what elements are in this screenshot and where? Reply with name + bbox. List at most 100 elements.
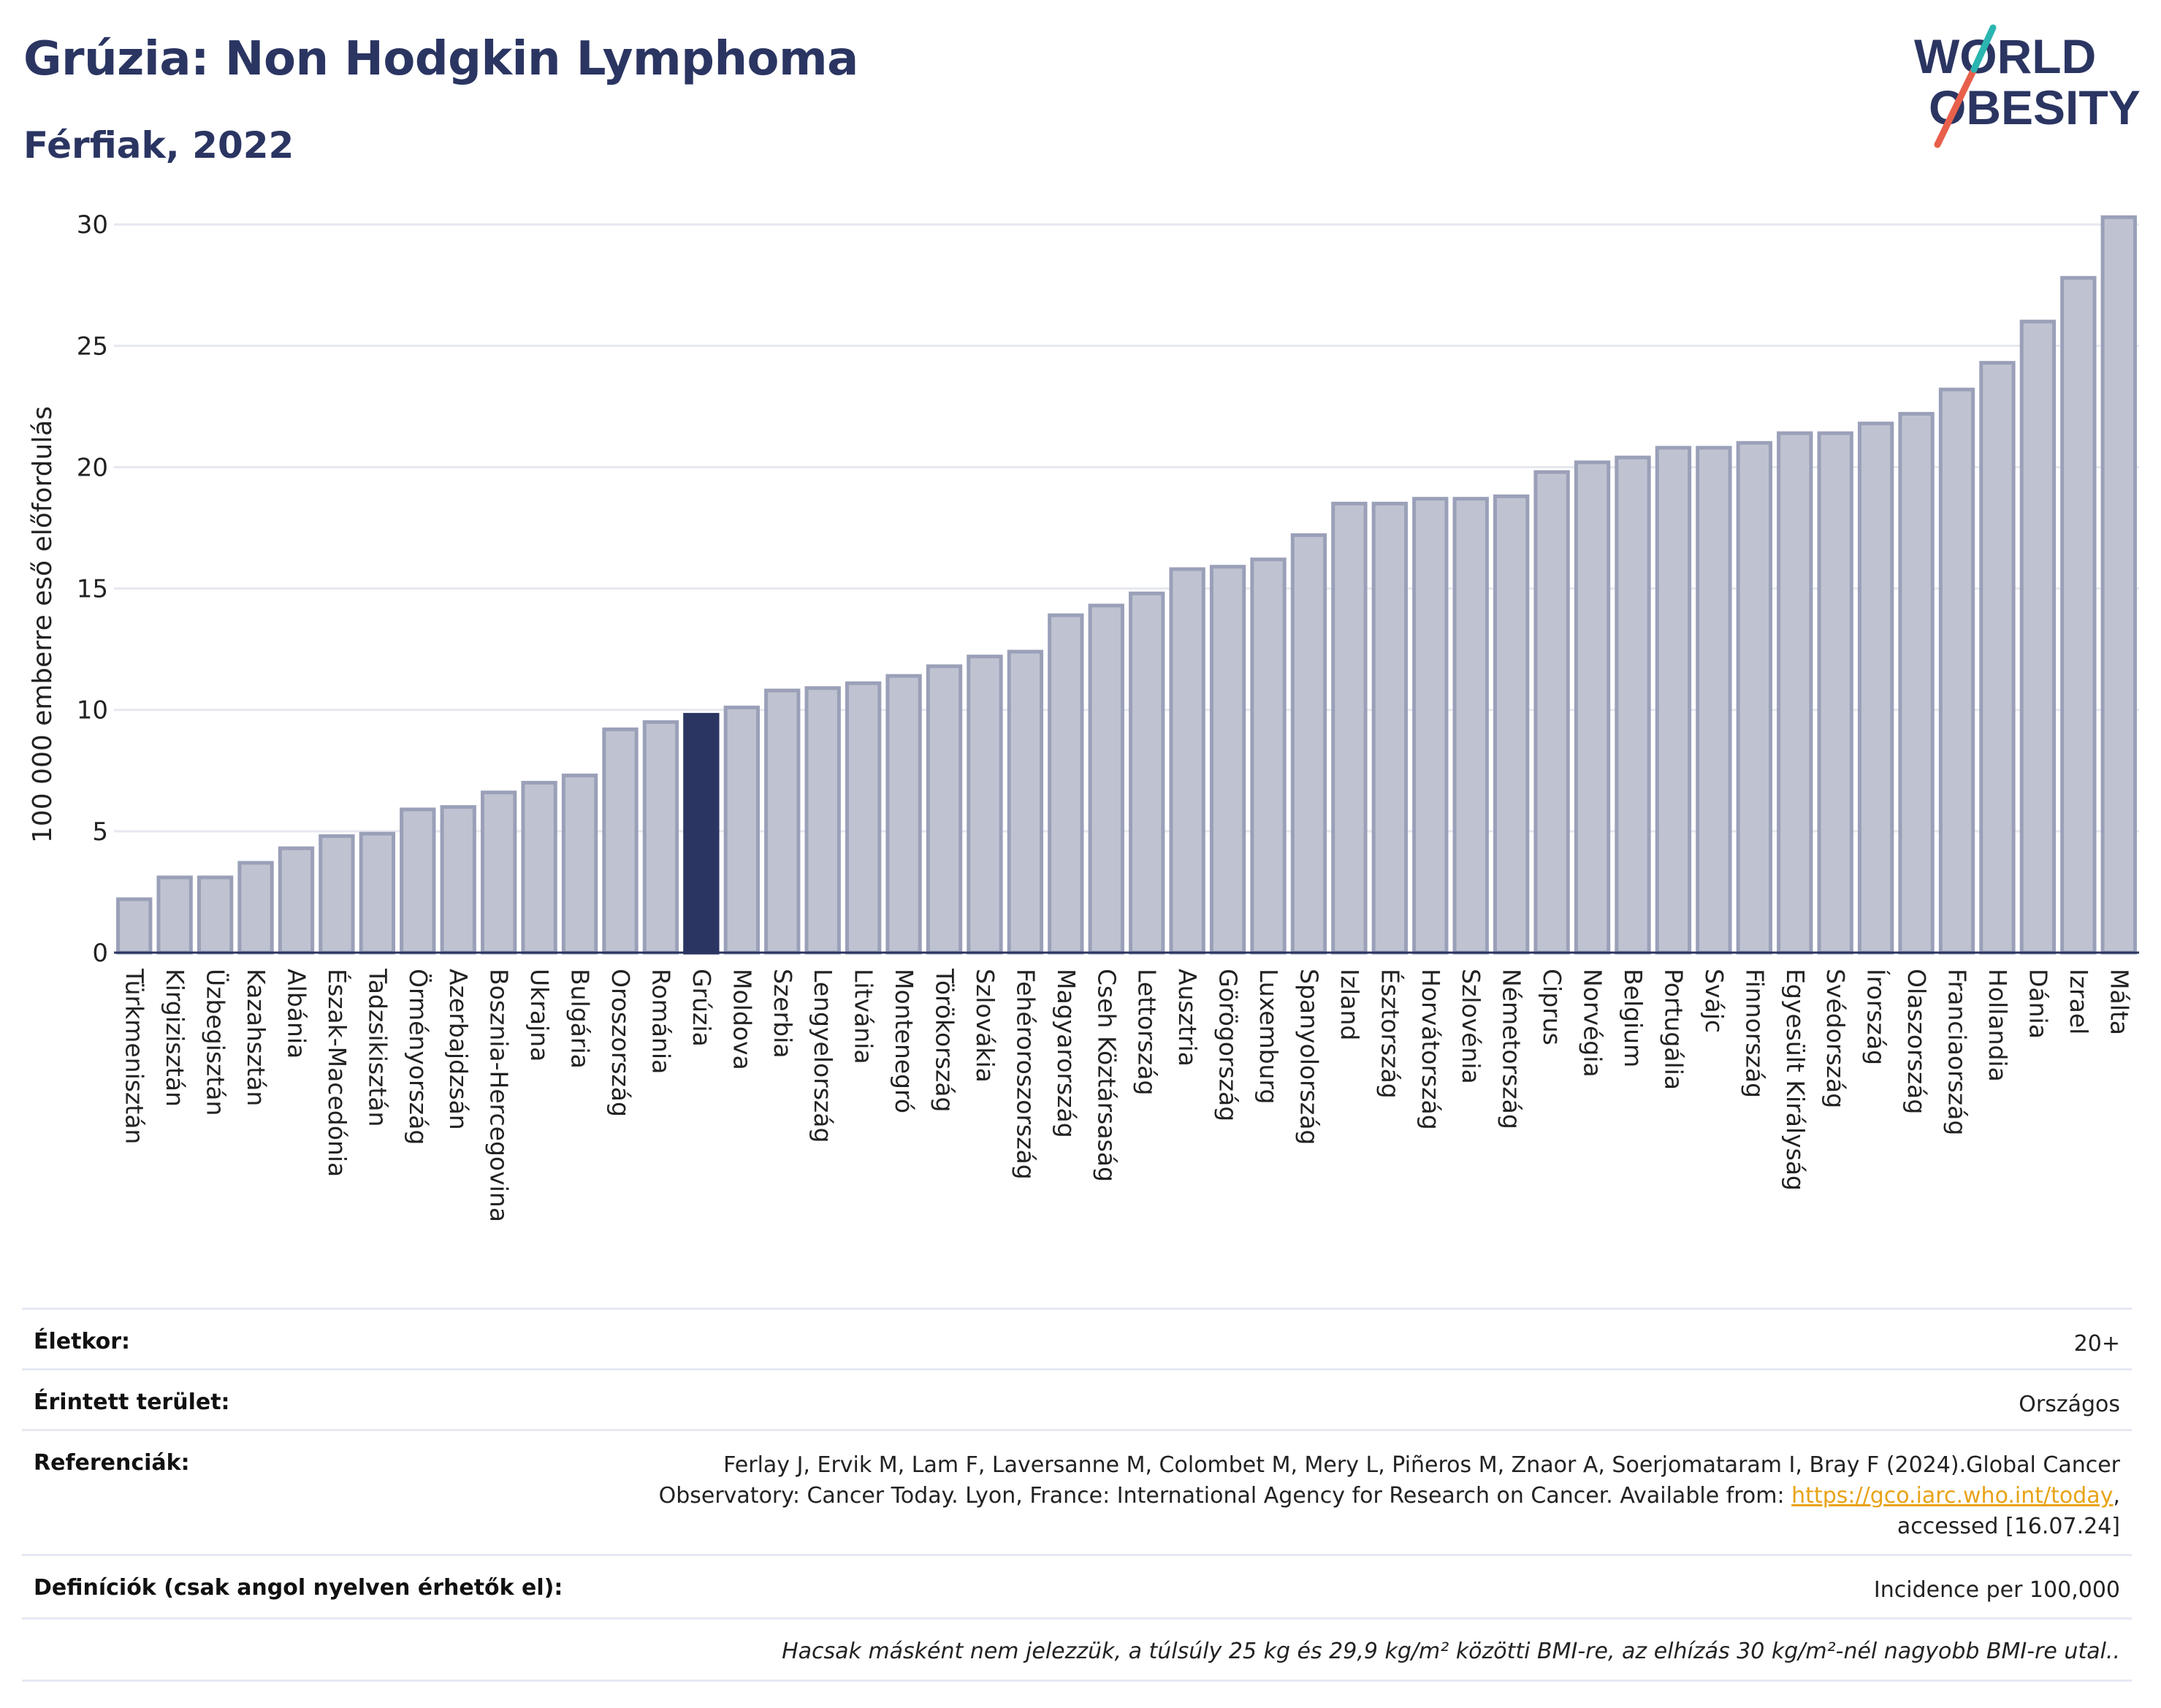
x-tick-label: Törökország	[931, 968, 959, 1112]
x-tick-label: Fehéroroszország	[1011, 969, 1040, 1180]
x-tick-label: Norvégia	[1579, 969, 1607, 1078]
bar	[1290, 533, 1327, 955]
bar	[1817, 431, 1853, 955]
reference-link[interactable]: https://gco.iarc.who.int/today	[1791, 1483, 2114, 1509]
bar	[1331, 501, 1368, 955]
x-tick-label: Románia	[647, 969, 675, 1074]
bar	[116, 897, 153, 955]
definitions-label: Definíciók (csak angol nyelven érhetők e…	[34, 1575, 563, 1601]
bar	[1574, 460, 1611, 955]
bar	[1088, 603, 1124, 955]
bar	[602, 727, 639, 955]
bar	[440, 805, 476, 955]
bar	[319, 834, 355, 955]
bar	[237, 861, 274, 955]
bar	[521, 780, 557, 955]
age-value: 20+	[2073, 1331, 2120, 1357]
y-axis-label: 100 000 emberre eső előfordulás	[28, 406, 58, 843]
bar	[2019, 319, 2057, 955]
bar	[1696, 446, 1732, 955]
x-tick-label: Bulgária	[566, 969, 595, 1069]
y-tick-label: 20	[77, 453, 108, 482]
logo-slash-red	[1934, 66, 1978, 148]
bar	[1048, 613, 1084, 955]
x-tick-label: Svédország	[1821, 969, 1850, 1108]
bar	[1250, 557, 1287, 955]
definitions-value: Incidence per 100,000	[1873, 1577, 2120, 1603]
meta-row-definitions: Definíciók (csak angol nyelven érhetők e…	[22, 1554, 2132, 1617]
bar	[1533, 470, 1570, 955]
y-tick-label: 25	[77, 332, 108, 361]
area-value: Országos	[2019, 1392, 2120, 1417]
logo-slash-teal	[1970, 24, 1997, 73]
x-tick-label: Belgium	[1619, 969, 1647, 1067]
reference-line-2-text: Observatory: Cancer Today. Lyon, France:…	[658, 1483, 1792, 1509]
bar	[197, 875, 234, 955]
chart-subtitle: Férfiak, 2022	[23, 124, 294, 167]
x-tick-label: Franciaország	[1943, 969, 1972, 1135]
references-label: Referenciák:	[34, 1450, 190, 1476]
bar	[1655, 446, 1692, 955]
bar	[642, 720, 679, 955]
x-tick-label: Grúzia	[687, 969, 716, 1047]
bar	[359, 831, 396, 955]
x-tick-label: Görögország	[1214, 969, 1243, 1121]
bar	[1129, 591, 1165, 955]
x-tick-label: Üzbegisztán	[202, 969, 231, 1116]
bar	[1371, 501, 1409, 955]
bar	[400, 807, 436, 955]
footnote: Hacsak másként nem jelezzük, a túlsúly 2…	[782, 1639, 2120, 1664]
bar	[156, 875, 193, 955]
chart-title: Grúzia: Non Hodgkin Lymphoma	[23, 32, 858, 86]
x-tick-label: Kirgizisztán	[161, 969, 189, 1107]
x-tick-label: Türkmenisztán	[121, 968, 149, 1144]
x-tick-label: Ukrajna	[525, 969, 554, 1061]
x-tick-label: Észak-Macedónia	[323, 969, 352, 1177]
x-tick-label: Németország	[1498, 969, 1526, 1129]
x-tick-label: Örményország	[404, 969, 433, 1145]
meta-row-area: Érintett terület: Országos	[22, 1368, 2132, 1429]
x-tick-label: Hollandia	[1983, 969, 2012, 1082]
bar-highlighted	[683, 712, 720, 955]
y-axis-ticks: 0 5 10 15 20 25 30	[77, 210, 108, 968]
bar	[2100, 215, 2137, 955]
bar	[1169, 567, 1205, 955]
x-tick-label: Magyarország	[1052, 969, 1080, 1138]
bar	[1615, 455, 1651, 955]
x-tick-label: Ausztria	[1173, 969, 1202, 1067]
x-tick-label: Észtország	[1376, 969, 1405, 1099]
bars	[116, 215, 2137, 955]
bar	[764, 688, 801, 955]
x-tick-label: Litvánia	[850, 969, 878, 1064]
x-tick-label: Luxemburg	[1254, 969, 1283, 1104]
y-tick-label: 15	[77, 575, 108, 604]
age-label: Életkor:	[34, 1329, 131, 1354]
y-tick-label: 10	[77, 696, 108, 725]
references-value: Ferlay J, Ervik M, Lam F, Laversanne M, …	[659, 1450, 2120, 1542]
x-tick-label: Tadzsikisztán	[363, 968, 392, 1126]
bar	[481, 790, 517, 955]
bar	[1007, 649, 1044, 955]
bar	[967, 655, 1003, 955]
meta-row-references: Referenciák: Ferlay J, Ervik M, Lam F, L…	[22, 1429, 2132, 1554]
x-tick-label: Horvátország	[1417, 969, 1445, 1130]
bar	[804, 686, 841, 955]
bar	[723, 705, 760, 955]
x-tick-label: Svájc	[1700, 969, 1729, 1033]
reference-line-2: Observatory: Cancer Today. Lyon, France:…	[659, 1481, 2120, 1511]
x-tick-label: Spanyolország	[1295, 969, 1323, 1145]
reference-line-1: Ferlay J, Ervik M, Lam F, Laversanne M, …	[723, 1452, 2120, 1478]
x-tick-label: Moldova	[728, 969, 756, 1070]
y-tick-label: 5	[92, 817, 108, 847]
bar	[2060, 275, 2097, 955]
x-tick-label: Ciprus	[1538, 969, 1566, 1045]
meta-row-age: Életkor: 20+	[22, 1308, 2132, 1368]
x-tick-label: Olaszország	[1902, 969, 1931, 1114]
bar	[926, 664, 963, 955]
logo-line1: WORLD	[1914, 29, 2096, 83]
x-tick-label: Szlovákia	[971, 969, 999, 1083]
bar	[1898, 411, 1935, 955]
bar	[1938, 387, 1975, 955]
x-tick-label: Írország	[1862, 969, 1891, 1065]
x-tick-label: Lettország	[1133, 969, 1162, 1095]
